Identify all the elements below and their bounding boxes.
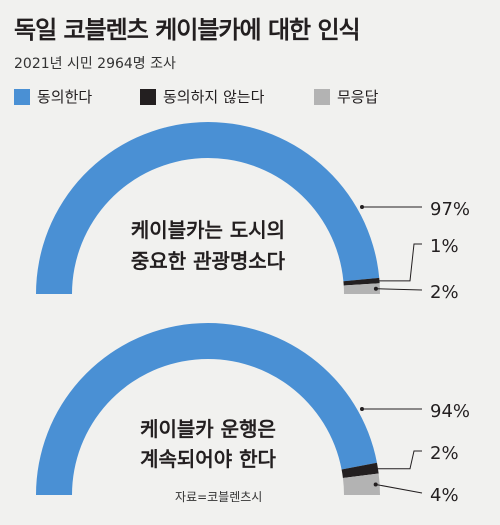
chart1-value-label-no-answer: 2% — [430, 282, 459, 303]
chart2-value-label-agree: 94% — [430, 401, 470, 422]
chart1-segment-disagree — [343, 277, 380, 286]
legend-label-agree: 동의한다 — [37, 88, 93, 106]
chart1-question-line-2: 중요한 관광명소다 — [131, 249, 286, 273]
chart2-leader-dot-disagree — [371, 466, 376, 471]
chart2-segment-agree — [36, 322, 377, 495]
chart2-leader-line-disagree — [373, 450, 422, 470]
chart1-leader-line-disagree — [375, 243, 422, 282]
chart2-question-line-2: 계속되어야 한다 — [140, 447, 276, 471]
chart1-leader-dot-disagree — [373, 278, 378, 283]
chart1-segment-no-answer — [343, 283, 380, 294]
chart1-leader-line-no-answer — [375, 288, 423, 291]
chart2-value-label-disagree: 2% — [430, 443, 459, 464]
legend-swatch-no-answer — [314, 88, 330, 105]
legend-item-no-answer: 무응답 — [314, 86, 378, 107]
legend-swatch-agree — [14, 88, 30, 105]
chart1-value-label-disagree: 1% — [430, 236, 459, 257]
chart-subtitle: 2021년 시민 2964명 조사 — [14, 56, 176, 72]
chart1-value-label-agree: 97% — [430, 199, 470, 220]
chart2-segment-no-answer — [342, 473, 380, 495]
chart2-question-line-1: 케이블카 운행은 — [140, 417, 276, 441]
chart2-segment-disagree — [341, 462, 379, 478]
legend-item-agree: 동의한다 — [14, 86, 92, 107]
chart-title: 독일 코블렌츠 케이블카에 대한 인식 — [14, 16, 361, 44]
chart2-leader-dot-agree — [360, 407, 364, 411]
chart2-leader-line-no-answer — [375, 483, 423, 494]
chart1-segment-agree — [36, 122, 380, 294]
legend-label-disagree: 동의하지 않는다 — [163, 88, 265, 106]
chart1-leader-dot-no-answer — [373, 286, 378, 291]
legend-label-no-answer: 무응답 — [337, 88, 379, 106]
legend-item-disagree: 동의하지 않는다 — [140, 86, 264, 107]
chart2-leader-dot-no-answer — [373, 482, 378, 487]
source-note: 자료=코블렌츠시 — [175, 490, 263, 504]
legend-swatch-disagree — [140, 88, 156, 105]
chart1-question-line-1: 케이블카는 도시의 — [131, 218, 285, 242]
chart1-leader-dot-agree — [360, 205, 364, 209]
chart2-value-label-no-answer: 4% — [430, 485, 459, 506]
